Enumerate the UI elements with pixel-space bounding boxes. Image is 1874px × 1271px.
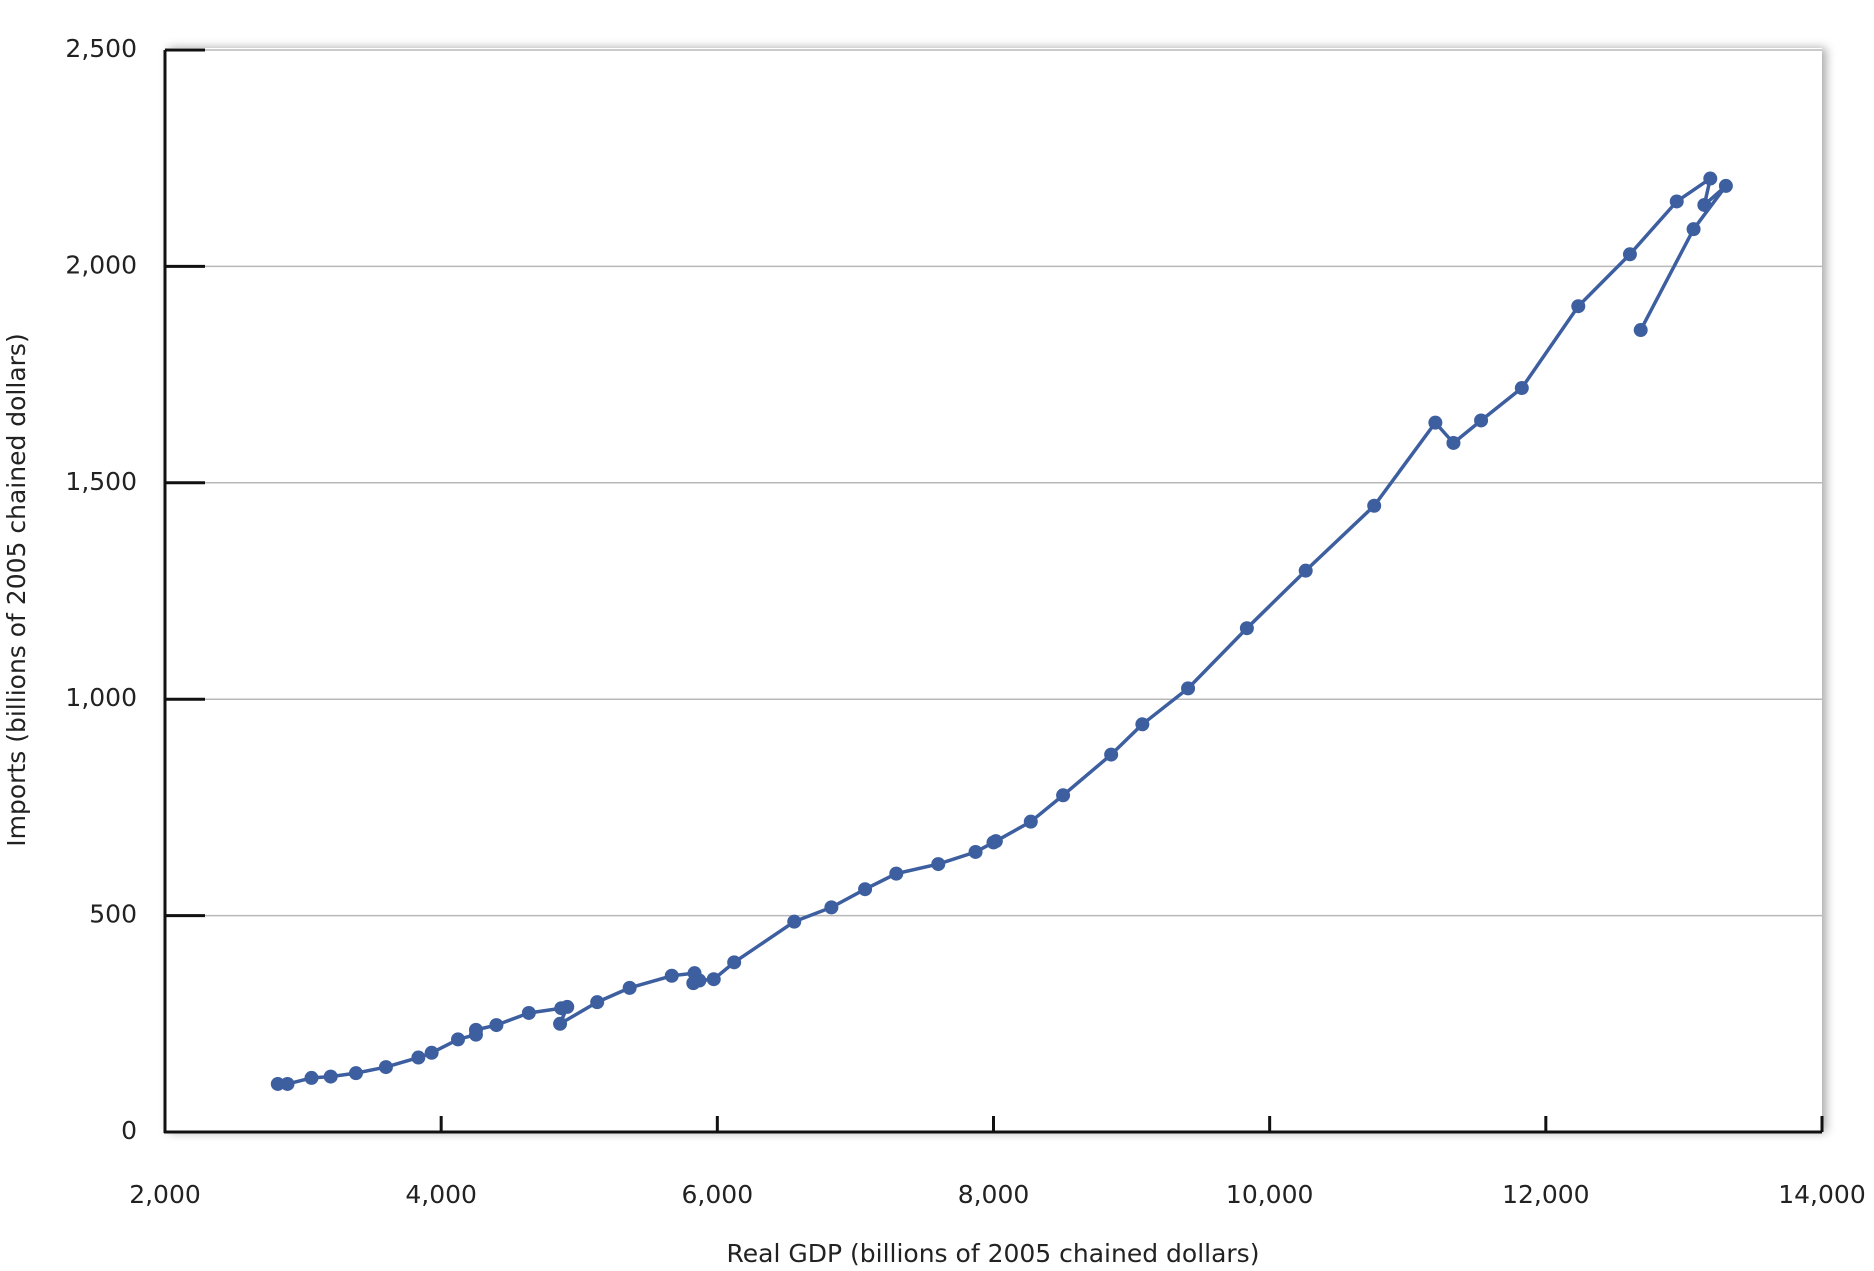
data-point — [727, 955, 742, 970]
data-point — [1104, 747, 1119, 762]
x-tick-label: 10,000 — [1226, 1180, 1313, 1209]
x-tick-label: 8,000 — [958, 1180, 1030, 1209]
data-point — [451, 1032, 466, 1047]
data-point — [348, 1066, 363, 1081]
data-point — [706, 972, 721, 987]
data-point — [280, 1076, 295, 1091]
data-point — [1446, 435, 1461, 450]
y-tick-label: 1,500 — [65, 467, 137, 496]
data-point — [622, 980, 637, 995]
data-point — [988, 834, 1003, 849]
data-point — [889, 866, 904, 881]
data-point — [323, 1069, 338, 1084]
data-line — [277, 176, 1728, 1086]
y-tick-label: 500 — [89, 900, 137, 929]
data-point — [1239, 621, 1254, 636]
y-tick-label: 2,500 — [65, 34, 137, 63]
data-point — [590, 995, 605, 1010]
x-tick-label: 12,000 — [1502, 1180, 1589, 1209]
data-point — [378, 1060, 393, 1075]
y-tick-label: 0 — [121, 1116, 137, 1145]
x-axis-title: Real GDP (billions of 2005 chained dolla… — [727, 1239, 1260, 1268]
data-point — [1571, 299, 1586, 314]
data-point — [1686, 222, 1701, 237]
data-point — [858, 882, 873, 897]
x-tick-label: 2,000 — [129, 1180, 201, 1209]
data-point — [1023, 814, 1038, 829]
data-point — [1697, 197, 1712, 212]
data-point — [270, 1076, 285, 1091]
data-point — [1428, 415, 1443, 430]
data-point — [1056, 788, 1071, 803]
data-point — [1135, 717, 1150, 732]
data-point — [560, 999, 575, 1014]
data-point — [1718, 178, 1733, 193]
data-point — [1181, 681, 1196, 696]
data-point — [692, 973, 707, 988]
x-tick-label: 4,000 — [405, 1180, 477, 1209]
y-tick-label: 2,000 — [65, 250, 137, 279]
data-point — [304, 1070, 319, 1085]
data-point — [1474, 413, 1489, 428]
data-point — [489, 1018, 504, 1033]
data-point — [1669, 194, 1684, 209]
data-point — [411, 1050, 426, 1065]
data-point — [1298, 563, 1313, 578]
y-tick-label: 1,000 — [65, 683, 137, 712]
data-point — [968, 844, 983, 859]
data-point — [468, 1022, 483, 1037]
data-point — [1514, 381, 1529, 396]
data-point — [1622, 247, 1637, 262]
y-axis-title: Imports (billions of 2005 chained dollar… — [2, 333, 31, 846]
data-point — [931, 857, 946, 872]
data-point — [553, 1016, 568, 1031]
data-point — [1703, 171, 1718, 186]
data-point — [664, 968, 679, 983]
data-point — [1633, 323, 1648, 338]
x-tick-label: 6,000 — [682, 1180, 754, 1209]
x-tick-label: 14,000 — [1778, 1180, 1865, 1209]
data-point — [824, 900, 839, 915]
data-point — [787, 914, 802, 929]
plot-area — [165, 48, 1822, 1132]
data-point — [521, 1005, 536, 1020]
data-point — [1367, 498, 1382, 513]
data-point — [424, 1045, 439, 1060]
